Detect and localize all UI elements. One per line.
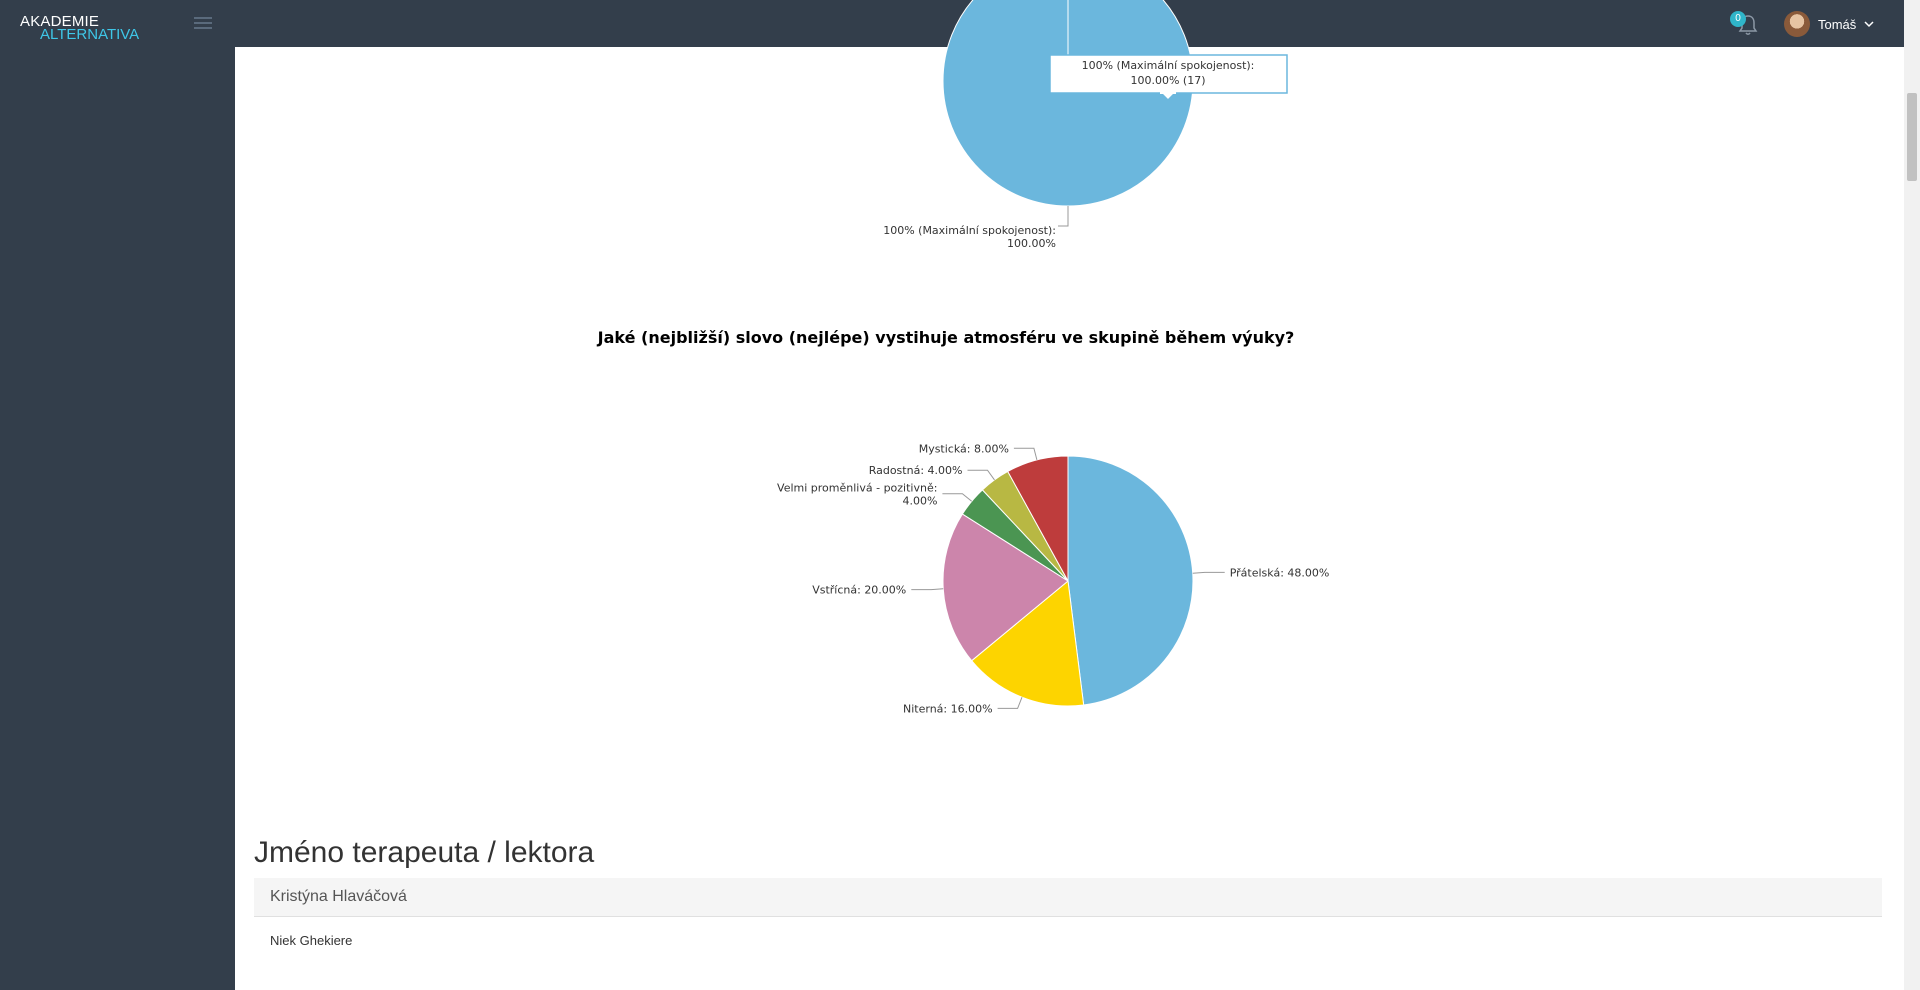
table-header: Kristýna Hlaváčová bbox=[254, 878, 1882, 917]
pie-chart-atmosphere: Přátelská: 48.00% Niterná: 16.00% Vstřícná… bbox=[777, 442, 1329, 715]
chevron-down-icon bbox=[1864, 21, 1874, 28]
data-label: Niterná: 16.00% bbox=[903, 702, 993, 715]
label-connector bbox=[1192, 571, 1225, 574]
app-logo[interactable]: AKADEMIE ALTERNATIVA bbox=[20, 14, 139, 42]
label-connector bbox=[911, 588, 944, 591]
user-name: Tomáš bbox=[1818, 16, 1857, 32]
data-label: Přátelská: 48.00% bbox=[1230, 566, 1330, 579]
notification-count-badge: 0 bbox=[1730, 11, 1746, 27]
data-label: Mystická: 8.00% bbox=[919, 442, 1009, 455]
tooltip-line2: 100.00% (17) bbox=[1130, 74, 1205, 87]
label-connector bbox=[997, 697, 1023, 709]
page-scrollbar[interactable] bbox=[1904, 0, 1920, 990]
data-label: 4.00% bbox=[902, 495, 937, 508]
tooltip-line1: 100% (Maximální spokojenost): bbox=[1082, 59, 1255, 72]
chart-title: Jaké (nejbližší) slovo (nejlépe) vystihu… bbox=[597, 328, 1295, 347]
pie-slice[interactable] bbox=[942, 513, 1069, 662]
data-label: Vstřícná: 20.00% bbox=[812, 584, 906, 597]
pie-slice[interactable] bbox=[1067, 455, 1194, 706]
logo-line2: ALTERNATIVA bbox=[40, 26, 140, 43]
label-connector bbox=[967, 469, 995, 481]
label-connector bbox=[1058, 206, 1069, 227]
data-label: 100.00% bbox=[1007, 237, 1056, 250]
pie-slice[interactable] bbox=[1007, 455, 1069, 582]
user-menu[interactable]: Tomáš bbox=[1784, 10, 1874, 38]
chart-tooltip: 100% (Maximální spokojenost): 100.00% (1… bbox=[1049, 54, 1288, 102]
data-label: 100% (Maximální spokojenost): bbox=[883, 224, 1056, 237]
label-connector bbox=[1013, 447, 1038, 461]
section-heading: Jméno terapeuta / lektora bbox=[254, 836, 595, 869]
sidebar bbox=[0, 47, 235, 990]
table-header-cell: Kristýna Hlaváčová bbox=[270, 888, 407, 905]
avatar bbox=[1784, 11, 1810, 37]
table-row: Niek Ghekiere bbox=[254, 917, 1882, 963]
pie-chart-satisfaction: 100% (Maximální spokojenost):100.00% bbox=[883, 0, 1194, 250]
menu-toggle-icon[interactable] bbox=[194, 17, 212, 30]
data-label: Velmi proměnlivá - pozitivně: bbox=[777, 482, 937, 495]
scrollbar-thumb[interactable] bbox=[1907, 93, 1917, 181]
notifications-button[interactable]: 0 bbox=[1730, 11, 1760, 38]
logo-line1: AKADEMIE bbox=[20, 13, 100, 30]
table-cell: Niek Ghekiere bbox=[270, 933, 353, 948]
label-connector bbox=[942, 493, 973, 502]
data-label: Radostná: 4.00% bbox=[869, 464, 963, 477]
